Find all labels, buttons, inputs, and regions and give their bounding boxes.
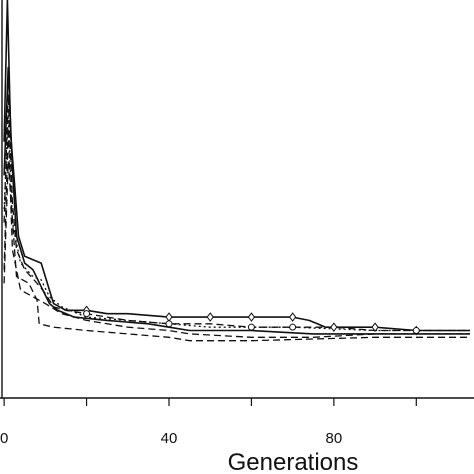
x-axis-title: Generations	[228, 449, 359, 474]
series-1-marker-3	[206, 312, 214, 322]
series-3-marker-5	[412, 327, 420, 335]
series-1-marker-2	[165, 312, 173, 322]
series-line-6	[3, 114, 470, 332]
series-line-2	[3, 66, 470, 335]
series-1-marker-7	[371, 322, 379, 333]
marker-layer	[82, 305, 420, 336]
x-ticks: 0 40 80	[0, 398, 417, 447]
series-3-marker-3	[247, 323, 255, 331]
x-tick-label-5: 80	[326, 430, 343, 447]
series-1-marker-5	[289, 312, 297, 322]
series-1-marker-6	[330, 322, 338, 333]
series-line-4	[3, 127, 470, 338]
series-layer	[3, 0, 470, 342]
series-line-1	[3, 0, 470, 332]
series-1-marker-4	[247, 312, 256, 322]
x-tick-label-3: 40	[161, 430, 178, 447]
series-line-3	[3, 93, 470, 332]
series-3-marker-1	[83, 310, 91, 318]
series-3-marker-2	[165, 320, 173, 328]
series-line-5	[3, 161, 470, 342]
x-tick-label-1: 0	[0, 430, 8, 447]
series-3-marker-4	[289, 323, 297, 331]
